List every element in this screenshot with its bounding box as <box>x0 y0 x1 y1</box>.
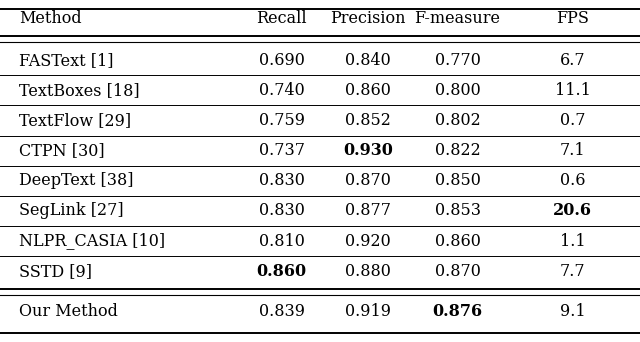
Text: NLPR_CASIA [10]: NLPR_CASIA [10] <box>19 233 165 250</box>
Text: TextFlow [29]: TextFlow [29] <box>19 112 131 129</box>
Text: 0.860: 0.860 <box>257 263 307 280</box>
Text: Our Method: Our Method <box>19 303 118 320</box>
Text: Precision: Precision <box>330 10 406 27</box>
Text: Method: Method <box>19 10 82 27</box>
Text: 0.830: 0.830 <box>259 172 305 189</box>
Text: 0.6: 0.6 <box>560 172 586 189</box>
Text: 0.759: 0.759 <box>259 112 305 129</box>
Text: 0.860: 0.860 <box>435 233 481 250</box>
Text: SegLink [27]: SegLink [27] <box>19 202 124 220</box>
Text: 0.850: 0.850 <box>435 172 481 189</box>
Text: 0.919: 0.919 <box>345 303 391 320</box>
Text: 0.770: 0.770 <box>435 52 481 69</box>
Text: 1.1: 1.1 <box>560 233 586 250</box>
Text: 0.740: 0.740 <box>259 82 305 99</box>
Text: 0.737: 0.737 <box>259 142 305 159</box>
Text: 6.7: 6.7 <box>560 52 586 69</box>
Text: 0.800: 0.800 <box>435 82 481 99</box>
Text: SSTD [9]: SSTD [9] <box>19 263 92 280</box>
Text: 0.852: 0.852 <box>345 112 391 129</box>
Text: TextBoxes [18]: TextBoxes [18] <box>19 82 140 99</box>
Text: 0.802: 0.802 <box>435 112 481 129</box>
Text: 0.870: 0.870 <box>345 172 391 189</box>
Text: 0.870: 0.870 <box>435 263 481 280</box>
Text: 0.7: 0.7 <box>560 112 586 129</box>
Text: Recall: Recall <box>256 10 307 27</box>
Text: 0.690: 0.690 <box>259 52 305 69</box>
Text: 0.860: 0.860 <box>345 82 391 99</box>
Text: 0.853: 0.853 <box>435 202 481 220</box>
Text: FPS: FPS <box>556 10 589 27</box>
Text: 0.930: 0.930 <box>343 142 393 159</box>
Text: 0.839: 0.839 <box>259 303 305 320</box>
Text: 7.1: 7.1 <box>560 142 586 159</box>
Text: 0.876: 0.876 <box>433 303 483 320</box>
Text: 0.877: 0.877 <box>345 202 391 220</box>
Text: FASText [1]: FASText [1] <box>19 52 114 69</box>
Text: 11.1: 11.1 <box>555 82 591 99</box>
Text: 0.810: 0.810 <box>259 233 305 250</box>
Text: 9.1: 9.1 <box>560 303 586 320</box>
Text: 0.920: 0.920 <box>345 233 391 250</box>
Text: DeepText [38]: DeepText [38] <box>19 172 134 189</box>
Text: F-measure: F-measure <box>415 10 500 27</box>
Text: 0.840: 0.840 <box>345 52 391 69</box>
Text: 0.830: 0.830 <box>259 202 305 220</box>
Text: 0.822: 0.822 <box>435 142 481 159</box>
Text: 0.880: 0.880 <box>345 263 391 280</box>
Text: 7.7: 7.7 <box>560 263 586 280</box>
Text: CTPN [30]: CTPN [30] <box>19 142 105 159</box>
Text: 20.6: 20.6 <box>554 202 592 220</box>
